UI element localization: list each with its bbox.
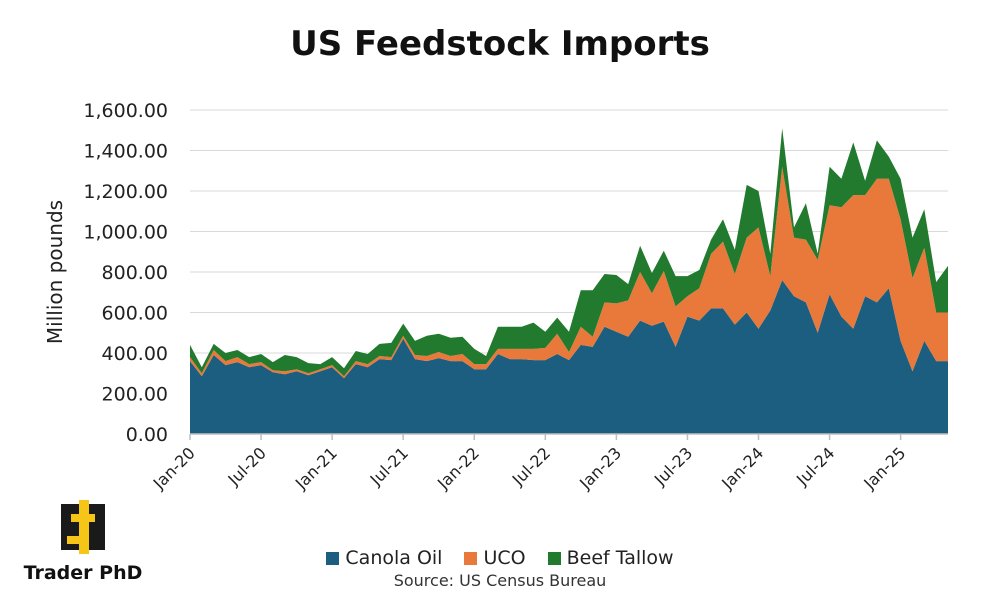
source-note: Source: US Census Bureau [393, 571, 607, 590]
series-area-canola-oil [190, 280, 948, 434]
y-tick-label: 200.00 [102, 384, 168, 406]
legend-item-beef-tallow: Beef Tallow [547, 547, 674, 569]
brand-block: Trader PhD [18, 500, 148, 584]
y-axis-label: Million pounds [43, 200, 67, 344]
y-tick-label: 0.00 [126, 424, 168, 446]
stacked-areas [190, 128, 948, 434]
y-tick-label: 1,200.00 [83, 181, 168, 203]
x-tick-label: Jul-24 [792, 443, 838, 489]
legend-label: Canola Oil [345, 547, 443, 569]
y-tick-label: 800.00 [102, 262, 168, 284]
legend-item-canola-oil: Canola Oil [326, 547, 442, 569]
x-tick-label: Jan-25 [859, 443, 909, 493]
x-tick-label: Jan-23 [575, 443, 625, 493]
y-tick-label: 1,000.00 [83, 222, 168, 244]
y-tick-label: 400.00 [102, 343, 168, 365]
y-tick-label: 1,400.00 [83, 141, 168, 163]
legend-swatch [464, 551, 478, 565]
legend-swatch [326, 551, 340, 565]
legend-label: Beef Tallow [566, 547, 674, 569]
x-tick-label: Jan-22 [433, 443, 483, 493]
x-tick-label: Jul-22 [508, 443, 554, 489]
x-tick-label: Jul-21 [366, 443, 412, 489]
legend-item-uco: UCO [464, 547, 526, 569]
x-tick-label: Jan-21 [291, 443, 341, 493]
y-tick-label: 600.00 [102, 303, 168, 325]
y-tick-label: 1,600.00 [83, 100, 168, 122]
brand-name: Trader PhD [23, 562, 143, 584]
chart-title: US Feedstock Imports [290, 24, 710, 64]
x-tick-label: Jan-20 [149, 443, 199, 493]
series-area-uco [190, 166, 948, 379]
trader-phd-logo-icon [61, 500, 105, 554]
x-tick-label: Jul-23 [650, 443, 696, 489]
legend: Canola Oil UCO Beef Tallow [0, 547, 1000, 569]
legend-swatch [547, 551, 561, 565]
x-tick-label: Jul-20 [224, 443, 270, 489]
x-tick-label: Jan-24 [717, 443, 767, 493]
legend-label: UCO [483, 547, 526, 569]
